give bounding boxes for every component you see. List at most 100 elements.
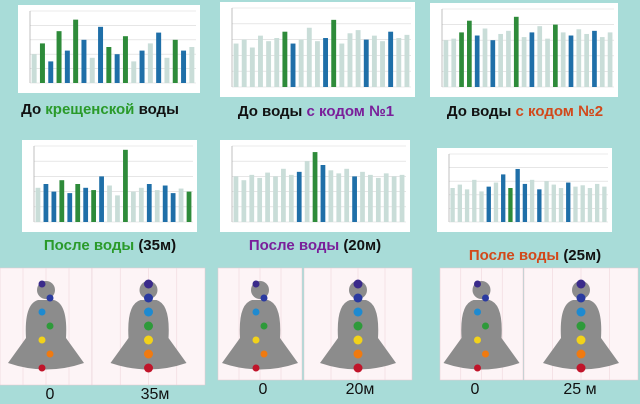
bar xyxy=(521,37,527,87)
figure-body xyxy=(543,300,619,370)
chakra-dot xyxy=(482,322,489,330)
bar xyxy=(146,184,152,222)
chakra-dot xyxy=(144,335,153,345)
bar xyxy=(64,50,70,83)
bar xyxy=(281,168,286,222)
bar xyxy=(123,149,128,222)
chakra-dot xyxy=(353,293,363,303)
bar xyxy=(573,186,578,222)
bar xyxy=(138,187,144,222)
bar xyxy=(89,57,95,83)
bar xyxy=(375,177,381,222)
bar xyxy=(553,24,558,88)
chakra-dot xyxy=(38,364,46,372)
caption-part: До xyxy=(21,101,46,118)
bar xyxy=(114,54,120,83)
figure-label: 25 м xyxy=(563,381,597,398)
bar xyxy=(450,188,455,222)
chakra-dot xyxy=(252,280,260,288)
chakra-dot xyxy=(260,322,268,330)
bar xyxy=(472,179,477,222)
bar xyxy=(241,180,247,222)
bar xyxy=(371,35,377,87)
caption: До крещенской воды xyxy=(21,101,179,118)
bar xyxy=(233,43,239,87)
bar xyxy=(304,161,310,222)
bar xyxy=(537,189,542,222)
bar xyxy=(91,190,97,222)
bar xyxy=(599,37,605,87)
bar xyxy=(537,26,543,87)
bar xyxy=(529,32,535,87)
bar xyxy=(186,191,192,222)
caption: После воды (35м) xyxy=(44,237,176,254)
figure-label: 0 xyxy=(470,381,480,398)
caption: До воды с кодом №2 xyxy=(447,103,603,120)
bar xyxy=(249,47,255,87)
bar xyxy=(265,172,270,222)
bar xyxy=(39,43,45,83)
bar xyxy=(314,41,320,87)
bar xyxy=(580,185,585,222)
chakra-dot xyxy=(353,279,363,289)
bar xyxy=(486,186,491,222)
bar xyxy=(464,189,470,222)
figure-body xyxy=(110,300,187,370)
bar xyxy=(274,38,280,87)
bar xyxy=(73,19,79,83)
bar xyxy=(506,30,511,87)
chakra-dot xyxy=(252,336,260,344)
bar xyxy=(587,188,593,222)
chakra-dot xyxy=(144,363,153,373)
bar xyxy=(154,190,160,222)
bar xyxy=(568,35,574,87)
bar xyxy=(83,187,89,222)
bar xyxy=(122,36,128,83)
bar xyxy=(51,191,57,222)
bar xyxy=(451,38,457,87)
bar xyxy=(164,57,170,83)
bar xyxy=(172,39,178,83)
chakra-dot xyxy=(252,308,260,316)
bar xyxy=(178,188,184,222)
bar xyxy=(443,40,449,87)
bar xyxy=(266,41,272,87)
chakra-dot xyxy=(576,293,586,303)
caption-part: После воды xyxy=(248,237,340,254)
caption-part: До воды xyxy=(237,103,307,120)
chakra-dot xyxy=(260,350,268,358)
bar xyxy=(320,165,326,222)
bar xyxy=(107,185,112,222)
chakra-dot xyxy=(576,321,586,331)
bar xyxy=(545,38,550,87)
chakra-dot xyxy=(353,321,363,331)
caption: После воды (20м) xyxy=(249,237,381,254)
chakra-dot xyxy=(353,349,363,359)
bar xyxy=(273,176,278,222)
bar xyxy=(352,176,357,222)
bar xyxy=(490,40,496,87)
bar xyxy=(501,174,506,222)
bar xyxy=(355,30,361,87)
bar xyxy=(560,32,566,87)
chakra-dot xyxy=(144,321,153,331)
bar xyxy=(396,38,402,87)
bar xyxy=(331,19,337,88)
bar xyxy=(508,188,513,222)
chakra-dot xyxy=(38,280,46,288)
bar xyxy=(336,173,342,222)
chakra-dot xyxy=(144,279,153,289)
bar xyxy=(306,27,312,87)
bar xyxy=(328,170,334,222)
bar xyxy=(296,171,302,222)
caption-part: После воды xyxy=(468,247,560,264)
chakra-dot xyxy=(38,308,46,316)
bar xyxy=(288,174,294,222)
chakra-dot xyxy=(353,307,363,317)
caption-part: (35м) xyxy=(134,237,177,254)
chakra-dot xyxy=(46,322,54,330)
bar xyxy=(59,180,65,222)
bar xyxy=(258,35,263,87)
